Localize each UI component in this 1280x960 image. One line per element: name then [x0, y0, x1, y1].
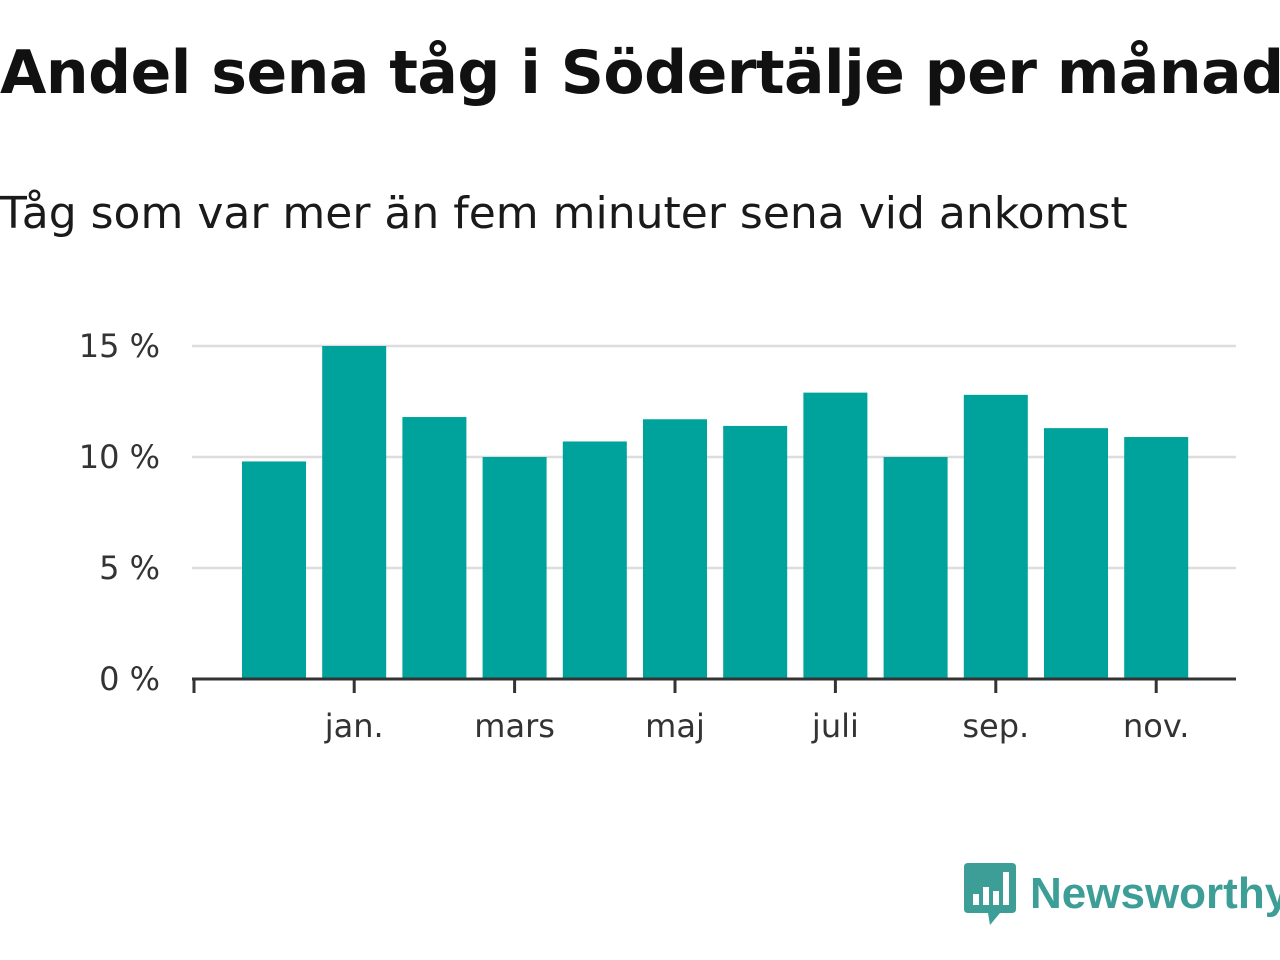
- y-tick-label: 15 %: [79, 327, 160, 365]
- x-tick-label: mars: [474, 707, 555, 745]
- x-tick-label: juli: [811, 707, 859, 745]
- bar: [562, 441, 627, 679]
- x-axis-labels: jan. mars maj juli sep. nov.: [324, 707, 1190, 745]
- bar: [883, 457, 948, 679]
- y-tick-label: 0 %: [99, 660, 160, 698]
- bar: [803, 392, 868, 679]
- bar: [402, 417, 467, 679]
- bar: [1124, 437, 1189, 679]
- brand-name: Newsworthy: [1030, 869, 1280, 918]
- bar: [242, 461, 306, 679]
- chart-title: Andel sena tåg i Södertälje per månad: [0, 38, 1280, 108]
- y-axis-labels: 0 % 5 % 10 % 15 %: [79, 327, 160, 698]
- brand-logo: Newsworthy: [964, 862, 1280, 926]
- x-tick-label: nov.: [1123, 707, 1189, 745]
- x-axis: [192, 677, 1236, 693]
- bar-chart-speech-bubble-icon: [964, 863, 1016, 925]
- x-tick-label: maj: [645, 707, 705, 745]
- bar: [322, 346, 387, 679]
- bars: [242, 346, 1189, 679]
- x-tick-label: jan.: [324, 707, 384, 745]
- bar: [723, 425, 788, 679]
- chart-subtitle: Tåg som var mer än fem minuter sena vid …: [0, 188, 1128, 239]
- bar: [482, 457, 547, 679]
- bar: [643, 419, 707, 679]
- bar: [963, 394, 1028, 679]
- x-tick-label: sep.: [962, 707, 1029, 745]
- y-tick-label: 5 %: [99, 549, 160, 587]
- y-tick-label: 10 %: [79, 438, 160, 476]
- bar: [1044, 428, 1108, 679]
